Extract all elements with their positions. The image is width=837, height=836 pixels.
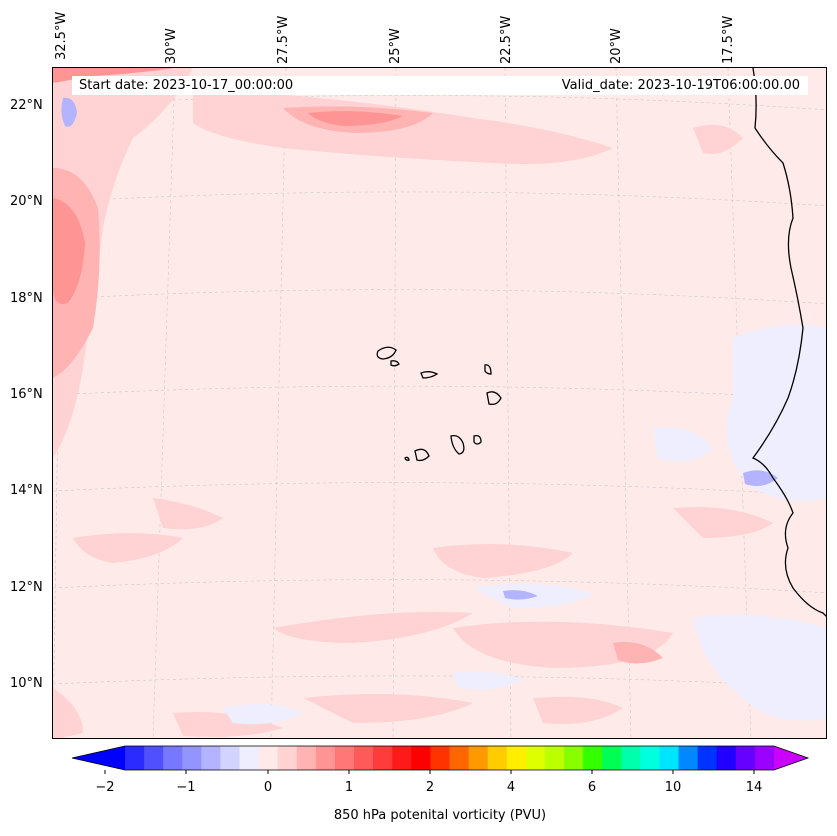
map-panel <box>52 67 827 739</box>
lon-label: 32.5°W <box>54 11 69 60</box>
valid-date-label: Valid_date: 2023-10-19T06:00:00.00 <box>402 76 808 95</box>
lat-label: 16°N <box>10 387 43 402</box>
pv-contour-light-positive <box>53 68 773 738</box>
colorbar-tick-label: 0 <box>263 780 273 795</box>
lon-label: 25°W <box>388 28 403 64</box>
colorbar-segment <box>621 746 641 770</box>
lat-label: 12°N <box>10 580 43 595</box>
lat-label: 18°N <box>10 291 43 306</box>
colorbar-tick-label: 4 <box>506 780 516 795</box>
pv-contour-medium-negative <box>61 97 778 600</box>
colorbar-segment <box>430 746 450 770</box>
lat-label: 10°N <box>10 676 43 691</box>
colorbar-tick-label: −2 <box>95 780 115 795</box>
colorbar-segment <box>315 746 336 770</box>
colorbar-segment <box>487 746 508 770</box>
africa-coastline <box>751 68 826 617</box>
colorbar-segment <box>220 746 241 770</box>
colorbar-tick-label: 1 <box>344 780 354 795</box>
colorbar-segment <box>201 746 221 770</box>
colorbar-segment <box>354 746 374 770</box>
pv-contour-strong-positive <box>53 68 403 304</box>
colorbar-segment <box>754 746 775 770</box>
vorticity-contour-map <box>53 68 826 738</box>
colorbar-tick-label: −1 <box>176 780 196 795</box>
colorbar-segment <box>678 746 699 770</box>
colorbar-segment <box>602 746 622 770</box>
lon-label: 22.5°W <box>499 15 514 64</box>
colorbar-outline <box>71 745 810 771</box>
colorbar-extend-max <box>774 746 808 770</box>
colorbar-segment <box>258 746 279 770</box>
colorbar-segment <box>659 746 680 770</box>
colorbar-segment <box>506 746 527 770</box>
cape-verde-islands <box>376 346 502 462</box>
colorbar-segment <box>144 746 164 770</box>
colorbar-segment <box>125 746 145 770</box>
colorbar-segment <box>468 746 489 770</box>
colorbar-tick-label: 6 <box>587 780 597 795</box>
lat-label: 20°N <box>10 194 43 209</box>
colorbar-segment <box>334 746 355 770</box>
colorbar-segment <box>449 746 470 770</box>
colorbar-segment <box>296 746 317 770</box>
colorbar-segment <box>182 746 202 770</box>
lon-label: 20°W <box>609 28 624 64</box>
pv-contour-light-negative <box>223 324 826 725</box>
lon-label: 30°W <box>164 28 179 64</box>
colorbar-segment <box>239 746 260 770</box>
colorbar-segment <box>544 746 565 770</box>
colorbar-segment <box>735 746 756 770</box>
colorbar-tick-label: 2 <box>425 780 435 795</box>
lon-label: 27.5°W <box>276 15 291 64</box>
colorbar-segment <box>373 746 393 770</box>
colorbar-segment <box>525 746 546 770</box>
colorbar-segment <box>640 746 660 770</box>
start-date-label: Start date: 2023-10-17_00:00:00 <box>72 76 409 95</box>
lat-label: 22°N <box>10 98 43 113</box>
colorbar-extend-min <box>72 746 125 770</box>
lat-label: 14°N <box>10 483 43 498</box>
colorbar-segment <box>697 746 718 770</box>
colorbar-tick-label: 10 <box>664 780 682 795</box>
colorbar-segment <box>716 746 737 770</box>
colorbar-segment <box>583 746 603 770</box>
lon-label: 17.5°W <box>721 15 736 64</box>
colorbar-segment <box>411 746 431 770</box>
colorbar-segment <box>392 746 412 770</box>
colorbar-title: 850 hPa potenital vorticity (PVU) <box>333 808 547 823</box>
colorbar-segment <box>163 746 183 770</box>
colorbar-tick-label: 14 <box>745 780 763 795</box>
colorbar-segment <box>277 746 298 770</box>
colorbar-segment <box>564 746 584 770</box>
